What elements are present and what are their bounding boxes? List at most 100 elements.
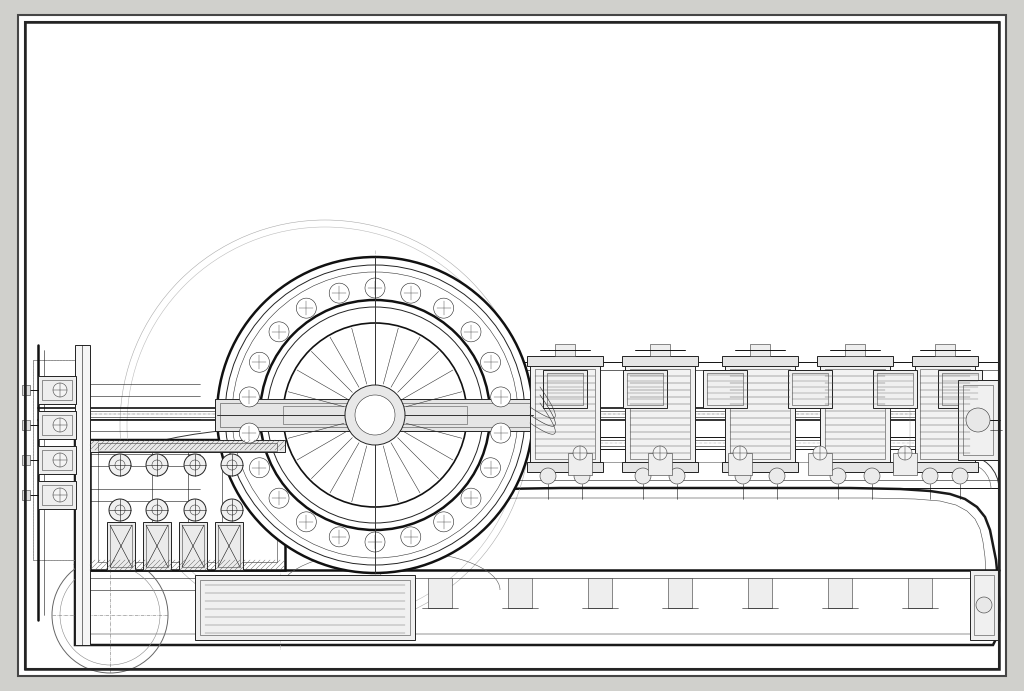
Circle shape bbox=[635, 468, 651, 484]
Circle shape bbox=[400, 527, 421, 547]
Bar bbox=[535, 369, 595, 459]
Bar bbox=[588, 578, 612, 608]
Bar bbox=[146, 525, 168, 567]
Bar bbox=[530, 364, 600, 464]
Bar bbox=[622, 356, 698, 366]
Bar bbox=[893, 453, 918, 475]
Circle shape bbox=[540, 468, 556, 484]
Circle shape bbox=[296, 298, 316, 318]
Circle shape bbox=[461, 322, 481, 342]
Bar bbox=[38, 446, 76, 474]
Bar bbox=[703, 370, 746, 408]
Circle shape bbox=[864, 468, 880, 484]
Circle shape bbox=[574, 468, 590, 484]
Circle shape bbox=[330, 527, 349, 547]
Bar bbox=[938, 370, 982, 408]
Circle shape bbox=[490, 423, 511, 443]
Circle shape bbox=[365, 532, 385, 552]
Circle shape bbox=[269, 322, 289, 342]
Bar bbox=[627, 373, 663, 405]
Bar bbox=[218, 525, 240, 567]
Circle shape bbox=[221, 499, 243, 521]
Circle shape bbox=[260, 300, 490, 530]
Bar bbox=[817, 462, 893, 472]
Bar bbox=[877, 373, 913, 405]
Bar bbox=[825, 369, 885, 459]
Circle shape bbox=[217, 257, 534, 573]
Circle shape bbox=[221, 454, 243, 476]
Bar bbox=[622, 462, 698, 472]
Bar bbox=[908, 578, 932, 608]
Circle shape bbox=[283, 323, 467, 507]
Bar bbox=[98, 448, 278, 562]
Bar bbox=[722, 462, 798, 472]
Bar bbox=[958, 380, 998, 460]
Bar bbox=[722, 356, 798, 366]
Bar bbox=[22, 385, 30, 395]
Circle shape bbox=[184, 454, 206, 476]
Bar bbox=[182, 525, 204, 567]
Circle shape bbox=[330, 283, 349, 303]
Circle shape bbox=[573, 446, 587, 460]
Bar bbox=[547, 373, 583, 405]
Bar bbox=[508, 578, 532, 608]
Circle shape bbox=[733, 446, 746, 460]
Bar bbox=[215, 399, 535, 431]
Circle shape bbox=[109, 454, 131, 476]
Circle shape bbox=[400, 283, 421, 303]
Circle shape bbox=[952, 468, 968, 484]
Bar bbox=[748, 578, 772, 608]
Bar bbox=[730, 369, 790, 459]
Circle shape bbox=[898, 446, 912, 460]
Bar bbox=[817, 356, 893, 366]
Bar bbox=[195, 575, 415, 640]
Bar bbox=[568, 453, 592, 475]
Circle shape bbox=[976, 597, 992, 613]
Bar bbox=[527, 356, 603, 366]
Bar bbox=[970, 570, 998, 640]
Circle shape bbox=[922, 468, 938, 484]
Polygon shape bbox=[75, 440, 280, 565]
Bar bbox=[220, 403, 530, 427]
Bar bbox=[974, 575, 994, 635]
Circle shape bbox=[240, 423, 259, 443]
Circle shape bbox=[653, 446, 667, 460]
Circle shape bbox=[53, 383, 67, 397]
Circle shape bbox=[184, 499, 206, 521]
Bar bbox=[942, 373, 978, 405]
Circle shape bbox=[53, 488, 67, 502]
Bar bbox=[808, 453, 831, 475]
Circle shape bbox=[355, 395, 395, 435]
Bar bbox=[915, 364, 975, 464]
Bar bbox=[428, 578, 452, 608]
Circle shape bbox=[53, 453, 67, 467]
Bar bbox=[290, 370, 950, 462]
Circle shape bbox=[480, 352, 501, 372]
Bar bbox=[935, 344, 955, 356]
Circle shape bbox=[830, 468, 846, 484]
Bar bbox=[820, 364, 890, 464]
Circle shape bbox=[250, 352, 269, 372]
Circle shape bbox=[240, 387, 259, 407]
Bar bbox=[555, 344, 575, 356]
Circle shape bbox=[269, 488, 289, 508]
Bar bbox=[630, 369, 690, 459]
Bar bbox=[283, 406, 467, 424]
Bar bbox=[215, 522, 243, 570]
Bar bbox=[668, 578, 692, 608]
Circle shape bbox=[109, 499, 131, 521]
Bar bbox=[110, 525, 132, 567]
Bar bbox=[90, 440, 285, 570]
Circle shape bbox=[53, 418, 67, 432]
Bar bbox=[38, 481, 76, 509]
Circle shape bbox=[480, 457, 501, 477]
Bar bbox=[42, 380, 72, 400]
Circle shape bbox=[296, 512, 316, 532]
Bar bbox=[543, 370, 587, 408]
Bar bbox=[912, 462, 978, 472]
Bar bbox=[788, 370, 831, 408]
Bar bbox=[650, 344, 670, 356]
Polygon shape bbox=[75, 488, 999, 645]
Circle shape bbox=[669, 468, 685, 484]
Circle shape bbox=[490, 387, 511, 407]
